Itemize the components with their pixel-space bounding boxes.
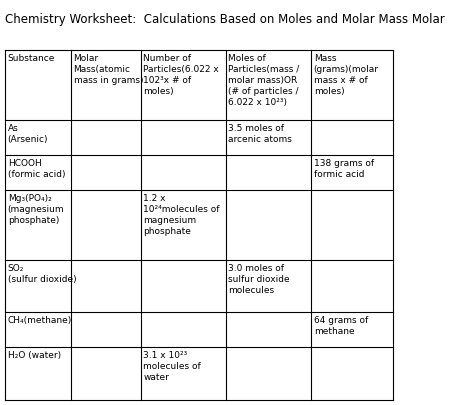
Text: 64 grams of
methane: 64 grams of methane [314,316,368,337]
Text: Moles of
Particles(mass /
molar mass)OR
(# of particles /
6.022 x 10²³): Moles of Particles(mass / molar mass)OR … [228,54,300,107]
Text: As
(Arsenic): As (Arsenic) [8,124,48,144]
Text: 3.5 moles of
arcenic atoms: 3.5 moles of arcenic atoms [228,124,292,144]
Text: Substance: Substance [8,54,55,63]
Text: Mg₃(PO₄)₂
(magnesium
phosphate): Mg₃(PO₄)₂ (magnesium phosphate) [8,194,64,225]
Text: 3.0 moles of
sulfur dioxide
molecules: 3.0 moles of sulfur dioxide molecules [228,264,290,295]
Text: Number of
Particles(6.022 x
102³x # of
moles): Number of Particles(6.022 x 102³x # of m… [143,54,219,96]
Text: Molar
Mass(atomic
mass in grams): Molar Mass(atomic mass in grams) [73,54,143,85]
Text: 3.1 x 10²³
molecules of
water: 3.1 x 10²³ molecules of water [143,351,201,382]
Text: 1.2 x
10²⁴molecules of
magnesium
phosphate: 1.2 x 10²⁴molecules of magnesium phospha… [143,194,220,236]
Text: H₂O (water): H₂O (water) [8,351,61,360]
Text: CH₄(methane): CH₄(methane) [8,316,72,325]
Text: Mass
(grams)(molar
mass x # of
moles): Mass (grams)(molar mass x # of moles) [314,54,379,96]
Text: SO₂
(sulfur dioxide): SO₂ (sulfur dioxide) [8,264,76,284]
Text: Chemistry Worksheet:  Calculations Based on Moles and Molar Mass Molar: Chemistry Worksheet: Calculations Based … [5,13,445,26]
Text: HCOOH
(formic acid): HCOOH (formic acid) [8,159,65,179]
Text: 138 grams of
formic acid: 138 grams of formic acid [314,159,374,179]
